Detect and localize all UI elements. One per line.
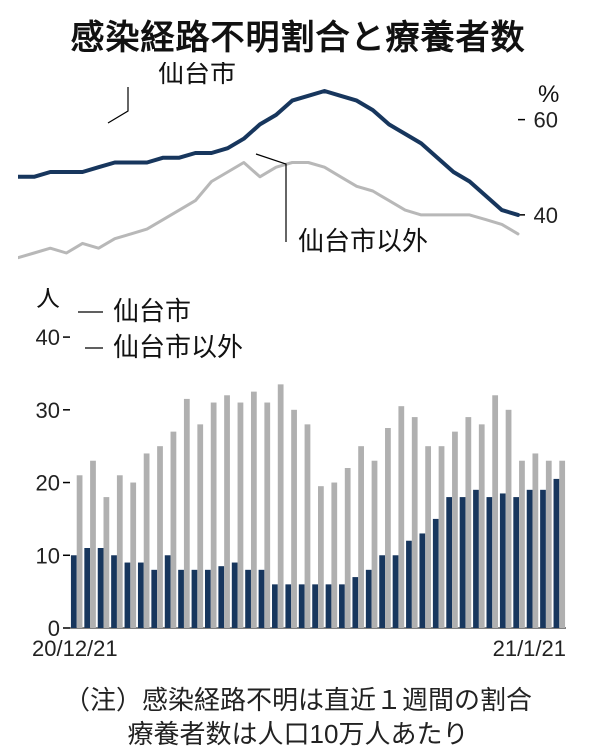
bar-nonsendai [157, 446, 163, 628]
bar-nonsendai [130, 483, 136, 628]
bar-sendai [312, 584, 318, 628]
bar-nonsendai [345, 468, 351, 628]
bar-sendai [151, 570, 157, 628]
bar-nonsendai [331, 483, 337, 628]
bar-nonsendai [104, 497, 110, 628]
bar-sendai [138, 563, 144, 628]
bar-nonsendai [479, 424, 485, 628]
bar-sendai [259, 570, 265, 628]
bottom-series-label-nonsendai: 仙台市以外 [113, 332, 243, 362]
bar-sendai [446, 497, 452, 628]
footnote-line-1: （注）感染経路不明は直近１週間の割合 [0, 680, 596, 717]
bottom-bar-chart: 010203040 人 仙台市仙台市以外 20/12/21 21/1/21 [18, 288, 578, 668]
bar-sendai [554, 479, 560, 628]
bar-nonsendai [425, 446, 431, 628]
bar-nonsendai [532, 453, 538, 628]
bar-nonsendai [439, 446, 445, 628]
bar-nonsendai [452, 432, 458, 628]
bar-sendai [513, 497, 519, 628]
svg-text:40: 40 [534, 203, 558, 228]
chart-title: 感染経路不明割合と療養者数 [0, 10, 596, 59]
top-series-label-nonsendai: 仙台市以外 [298, 226, 428, 256]
bar-nonsendai [358, 446, 364, 628]
svg-text:40: 40 [36, 325, 60, 350]
bar-sendai [178, 570, 184, 628]
bar-sendai [527, 490, 533, 628]
bar-nonsendai [211, 403, 217, 628]
bar-sendai [406, 541, 412, 628]
bar-sendai [98, 548, 104, 628]
bar-sendai [379, 555, 385, 628]
top-line-chart: 40 60 % 仙台市仙台市以外 [18, 62, 578, 282]
bar-sendai [245, 570, 251, 628]
bar-nonsendai [412, 417, 418, 628]
top-y-unit: % [538, 81, 559, 108]
bar-nonsendai [492, 395, 498, 628]
top-series-label-sendai: 仙台市 [158, 62, 236, 88]
bar-sendai [393, 555, 399, 628]
top-y-axis: 40 60 % [518, 81, 559, 228]
bar-nonsendai [238, 403, 244, 628]
bar-nonsendai [197, 424, 203, 628]
bar-nonsendai [278, 384, 284, 628]
bar-sendai [460, 497, 466, 628]
bar-nonsendai [385, 428, 391, 628]
bar-sendai [285, 584, 291, 628]
bottom-y-unit: 人 [36, 288, 60, 312]
bar-sendai [205, 570, 211, 628]
bar-nonsendai [519, 461, 525, 628]
bottom-x-start-label: 20/12/21 [32, 636, 118, 661]
bar-sendai [433, 519, 439, 628]
bottom-series-label-sendai: 仙台市 [113, 296, 191, 326]
bar-nonsendai [251, 392, 257, 628]
bottom-x-end-label: 21/1/21 [493, 636, 566, 661]
svg-text:10: 10 [36, 543, 60, 568]
top-line-nonsendai [18, 163, 518, 258]
bar-sendai [352, 577, 358, 628]
bar-nonsendai [559, 461, 565, 628]
bar-sendai [366, 570, 372, 628]
bar-sendai [111, 555, 117, 628]
bar-sendai [165, 555, 171, 628]
bar-nonsendai [224, 395, 230, 628]
bar-nonsendai [291, 410, 297, 628]
bar-sendai [125, 563, 131, 628]
bottom-y-axis: 010203040 人 [36, 288, 70, 641]
bar-nonsendai [305, 424, 311, 628]
bar-sendai [232, 563, 238, 628]
bar-nonsendai [465, 417, 471, 628]
bar-nonsendai [144, 453, 150, 628]
bar-sendai [473, 490, 479, 628]
bar-nonsendai [398, 406, 404, 628]
bar-nonsendai [171, 432, 177, 628]
bar-sendai [218, 566, 224, 628]
bar-sendai [71, 555, 77, 628]
bar-nonsendai [90, 461, 96, 628]
bar-nonsendai [184, 399, 190, 628]
bar-nonsendai [372, 461, 378, 628]
bar-sendai [272, 584, 278, 628]
bar-sendai [192, 570, 198, 628]
bar-nonsendai [264, 403, 270, 628]
svg-text:60: 60 [534, 108, 558, 133]
bar-nonsendai [77, 475, 83, 628]
bar-sendai [540, 490, 546, 628]
bar-sendai [487, 497, 493, 628]
bar-nonsendai [117, 475, 123, 628]
bar-sendai [339, 584, 345, 628]
bar-nonsendai [506, 410, 512, 628]
svg-text:20: 20 [36, 471, 60, 496]
bar-nonsendai [546, 461, 552, 628]
top-line-sendai [18, 91, 518, 215]
bar-sendai [299, 584, 305, 628]
footnote-line-2: 療養者数は人口10万人あたり [0, 714, 596, 751]
bar-sendai [326, 584, 332, 628]
bar-sendai [500, 493, 506, 628]
bar-sendai [419, 533, 425, 628]
bar-nonsendai [318, 486, 324, 628]
svg-text:30: 30 [36, 398, 60, 423]
bar-sendai [84, 548, 90, 628]
